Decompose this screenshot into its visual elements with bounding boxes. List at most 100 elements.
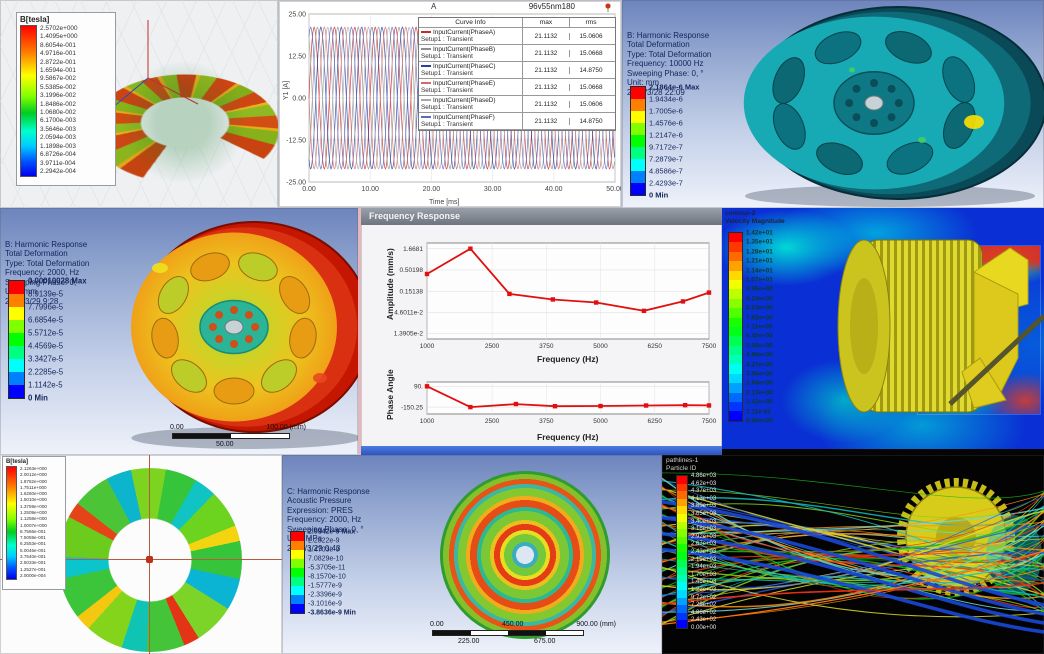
x-tick-label: 10.00	[361, 186, 379, 193]
colorbar-bands	[290, 531, 305, 614]
panel-pathlines-viewport[interactable]: pathlines-1 Particle ID 4.86e+03 4.62e+03 4…	[662, 455, 1044, 654]
hub-bolt	[230, 306, 238, 314]
panel-current-plot[interactable]: 25.00 12.50 0.00 -12.50 -25.00 0.00 10.00 20.00…	[278, 0, 622, 208]
legend-value: 1.8762e+000	[20, 478, 47, 484]
data-marker	[682, 402, 688, 408]
legend-row[interactable]: InputCurrent(PhaseB) Setup1 : Transient 2…	[419, 45, 615, 62]
panel-maxwell-toroid-viewport[interactable]: B[tesla] 2.5702e+000 1.4095e+000 8.6054e-0…	[0, 0, 278, 208]
panel-harmonic-10000hz-viewport[interactable]: B: Harmonic Response Total Deformation Typ…	[622, 0, 1044, 208]
curve-name: InputCurrent(PhaseD)	[433, 97, 496, 104]
streamline	[662, 533, 1044, 563]
colorbar-band	[729, 336, 742, 346]
data-marker	[424, 384, 430, 389]
x-tick-label: 0.00	[302, 186, 316, 193]
crosshair-horizontal	[0, 559, 282, 560]
wheel-hole	[190, 252, 230, 282]
curve-legend-table: Curve Info max rms InputCurrent(PhaseA) S…	[418, 17, 616, 131]
legend-value: 1.2509e+000	[20, 509, 47, 515]
colorbar-label: 2.9942e-9 Max	[308, 528, 356, 536]
legend-row[interactable]: InputCurrent(PhaseA) Setup1 : Transient 2…	[419, 28, 615, 45]
y-tick-label: 0.00	[292, 96, 306, 103]
legend-value: 3.5646e-003	[40, 125, 76, 133]
colorbar-label: 1.42e+01	[746, 229, 773, 237]
legend-value: 2.0594e-003	[40, 134, 76, 142]
colorbar-label: -5.3705e-11	[308, 564, 346, 572]
crosshair-center-marker	[146, 556, 153, 563]
colorbar-label: 2.92e+03	[691, 533, 717, 540]
colorbar-label: 2.84e+00	[746, 379, 773, 387]
colorbar-band	[729, 279, 742, 290]
legend-row[interactable]: InputCurrent(PhaseD) Setup1 : Transient 2…	[419, 96, 615, 113]
curve-name: InputCurrent(PhaseB)	[433, 46, 496, 53]
legend-value: 8.7566e-001	[20, 528, 46, 534]
ruler-label: 900.00 (mm)	[576, 621, 616, 628]
legend-rows: InputCurrent(PhaseA) Setup1 : Transient 2…	[419, 28, 615, 130]
legend-value: 2.0000e-004	[20, 572, 46, 578]
curve-name-cell: InputCurrent(PhaseF) Setup1 : Transient	[419, 113, 523, 129]
hub-bolt	[852, 113, 861, 122]
plot-area	[426, 381, 710, 415]
colorbar-band	[729, 233, 742, 243]
colorbar-band	[729, 326, 742, 337]
result-info-line: Sweeping Phase: 0, °	[627, 68, 704, 78]
colorbar-band	[677, 567, 687, 575]
wheel-model	[743, 6, 1044, 207]
wheel-model	[131, 221, 358, 449]
colorbar-label: 1.4703e-9	[308, 546, 340, 554]
gear-and-fan-model	[837, 239, 1044, 413]
ruler-label: 0.00	[430, 621, 444, 628]
colorbar-band	[729, 355, 742, 365]
window-title-bar[interactable]: Frequency Response	[361, 208, 722, 225]
y-tick-label: -12.50	[286, 138, 306, 145]
colorbar-band	[729, 317, 742, 327]
x-tick-label: 3750	[539, 343, 554, 350]
colorbar-band	[291, 586, 304, 595]
colorbar-label: 2.2285e-5	[28, 367, 64, 377]
curve-name: InputCurrent(PhaseF)	[433, 114, 495, 121]
hub-bolt	[244, 335, 253, 344]
legend-row[interactable]: InputCurrent(PhaseE) Setup1 : Transient 2…	[419, 79, 615, 96]
result-info-line: Frequency: 10000 Hz	[627, 59, 704, 68]
wheel-hole	[261, 359, 297, 393]
colorbar-label: 0.00010028 Max	[28, 276, 87, 286]
panel-acoustic-pressure-viewport[interactable]: C: Harmonic Response Acoustic Pressure Exp…	[282, 455, 662, 654]
colorbar-label: 5.5712e-5	[28, 328, 64, 338]
colorbar-band	[729, 251, 742, 262]
result-info-line: Sweeping Phase: 0, °	[287, 524, 364, 534]
legend-value: 1.6594e-001	[40, 67, 76, 75]
colorbar-label: 7.29e+02	[691, 602, 717, 609]
wheel-hole	[886, 141, 934, 175]
panel-harmonic-2000hz-viewport[interactable]: B: Harmonic Response Total Deformation Typ…	[0, 208, 358, 455]
colorbar-band	[9, 333, 24, 346]
colorbar-bands	[728, 232, 743, 422]
colorbar-label: 7.7996e-5	[28, 302, 64, 312]
thick-blue-streamline	[662, 515, 1044, 616]
legend-colorbar	[6, 466, 17, 580]
colorbar-band	[631, 111, 645, 123]
colorbar-label: 0 Min	[28, 393, 48, 403]
data-marker	[594, 300, 599, 305]
colorbar-band	[729, 364, 742, 374]
colorbar-label: 1.42e+00	[746, 398, 773, 406]
pin-icon[interactable]	[604, 3, 613, 12]
legend-value: 3.7540e-001	[20, 553, 46, 559]
colorbar-label: -8.1570e-10	[308, 573, 346, 581]
curve-color-swatch	[421, 116, 431, 119]
scale-ruler: 0.00 100.00 (mm) 50.00	[170, 424, 306, 452]
legend-row[interactable]: InputCurrent(PhaseC) Setup1 : Transient 2…	[419, 62, 615, 79]
result-info-line: C: Harmonic Response	[287, 486, 370, 496]
legend-row[interactable]: InputCurrent(PhaseF) Setup1 : Transient 2…	[419, 113, 615, 130]
pathlines-variable: Particle ID	[666, 465, 697, 472]
panel-cfd-contour-viewport[interactable]: contour-2 Velocity Magnitude 1.42e+01 1.35…	[722, 208, 1044, 455]
panel-maxwell-rotor-viewport[interactable]: B[tesla] 2.1263e+000 2.0012e+000 1.8762e+0…	[0, 455, 282, 654]
result-colorbar: 2.9942e-9 Max 2.2322e-9 1.4703e-9 7.0829e-1…	[290, 529, 356, 617]
streamline	[662, 497, 1044, 527]
curve-max-cell: 21.1132	[523, 117, 570, 125]
ruler-segment	[173, 434, 231, 438]
series-InputCurrent(PhaseF)	[308, 26, 615, 170]
colorbar-label: 1.35e+01	[746, 238, 773, 246]
streamline	[662, 494, 1044, 553]
streamline	[662, 510, 1044, 591]
legend-value: 4.9716e-001	[40, 50, 76, 58]
curve-max-cell: 21.1132	[523, 100, 570, 108]
